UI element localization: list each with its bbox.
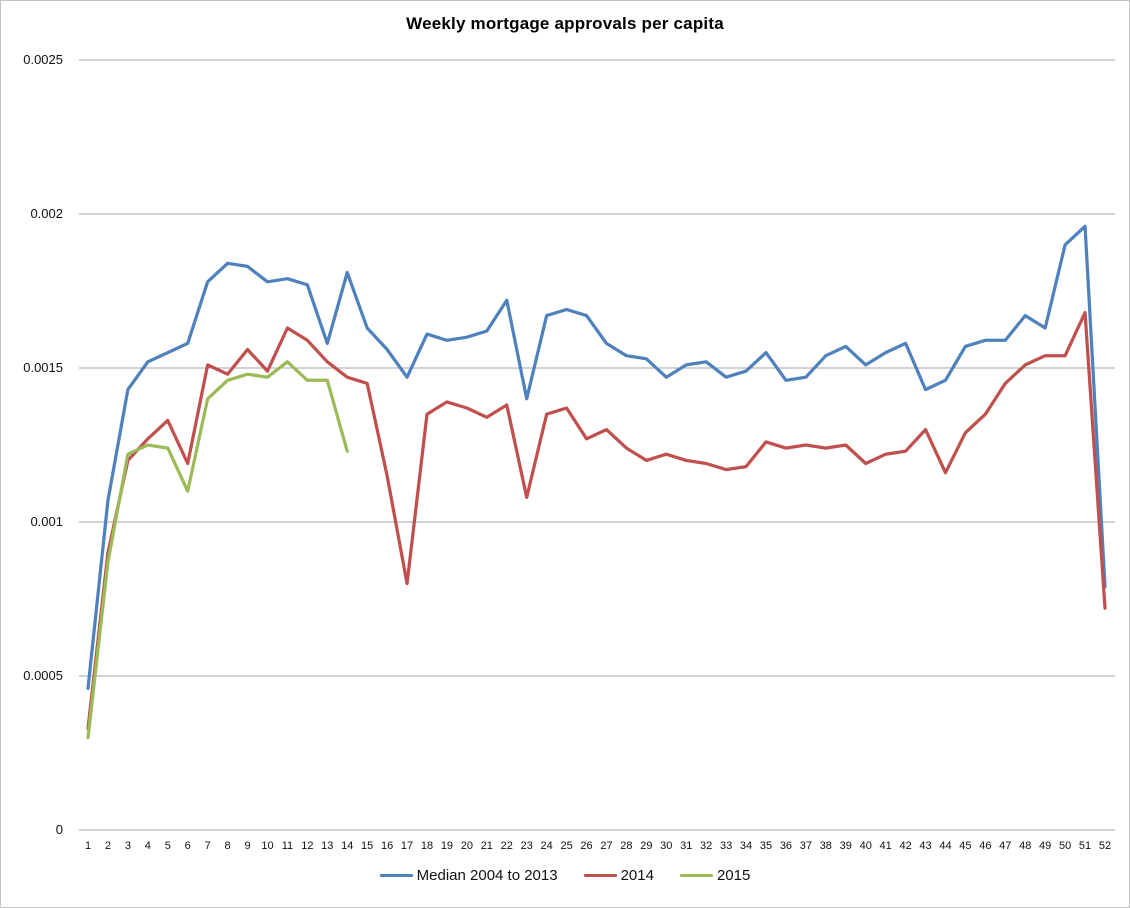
x-axis-label: 38: [819, 840, 832, 852]
x-axis-label: 47: [999, 840, 1012, 852]
y-axis-label: 0.0025: [23, 52, 63, 67]
series-line-median-2004-to-2013: [86, 224, 1107, 690]
x-axis-label: 48: [1019, 840, 1032, 852]
x-axis-label: 16: [380, 840, 394, 852]
x-axis-label: 5: [164, 840, 171, 852]
legend-label: Median 2004 to 2013: [416, 867, 558, 884]
x-axis-label: 35: [759, 840, 773, 852]
x-axis-label: 13: [321, 840, 334, 852]
x-axis-label: 41: [879, 840, 892, 852]
y-axis-label: 0.002: [30, 206, 63, 221]
x-axis-label: 22: [500, 840, 513, 852]
x-axis-label: 37: [799, 840, 812, 852]
x-axis-label: 40: [859, 840, 872, 852]
x-axis-label: 18: [420, 840, 434, 852]
legend-swatch: [583, 874, 617, 877]
x-axis-label: 34: [739, 840, 753, 852]
x-axis-label: 33: [719, 840, 733, 852]
legend-swatch: [679, 874, 713, 877]
x-axis-label: 32: [700, 840, 713, 852]
x-axis-label: 19: [440, 840, 454, 852]
x-axis-label: 24: [540, 840, 553, 852]
x-axis-label: 7: [204, 840, 211, 852]
x-axis-label: 2: [104, 840, 111, 852]
x-axis-label: 10: [261, 840, 274, 852]
chart-title: Weekly mortgage approvals per capita: [406, 14, 724, 33]
legend-swatch: [379, 874, 413, 877]
x-axis-label: 21: [480, 840, 493, 852]
x-axis-label: 15: [361, 840, 374, 852]
x-axis-label: 6: [184, 840, 191, 852]
x-axis-label: 8: [224, 840, 231, 852]
y-axis-label: 0.0005: [23, 668, 63, 683]
legend-item-2015: 2015: [679, 867, 751, 884]
x-axis-label: 9: [244, 840, 251, 852]
x-axis-label: 1: [84, 840, 92, 852]
x-axis-label: 12: [301, 840, 314, 852]
y-axis-label: 0: [55, 822, 63, 837]
legend-item-2014: 2014: [583, 867, 654, 884]
y-axis-label: 0.001: [30, 514, 63, 529]
x-axis-label: 43: [919, 840, 932, 852]
x-axis-label: 45: [959, 840, 972, 852]
x-axis-label: 42: [899, 840, 912, 852]
x-axis-label: 3: [124, 840, 131, 852]
x-axis-label: 23: [520, 840, 533, 852]
x-axis-label: 30: [660, 840, 673, 852]
x-axis-label: 11: [281, 840, 294, 852]
legend-label: 2014: [620, 867, 654, 884]
x-axis-label: 27: [600, 840, 613, 852]
series-line-2014: [86, 310, 1107, 731]
x-axis-label: 25: [560, 840, 573, 852]
x-axis-label: 44: [939, 840, 952, 852]
series-line-2015: [86, 360, 349, 740]
x-axis-label: 28: [620, 840, 633, 852]
x-axis-label: 52: [1098, 840, 1112, 852]
x-axis-label: 14: [341, 840, 354, 852]
x-axis-label: 17: [400, 840, 414, 852]
legend-label: 2015: [716, 867, 751, 884]
x-axis-label: 36: [779, 840, 793, 852]
x-axis-label: 4: [144, 840, 151, 852]
legend: Median 2004 to 2013 2014 2015: [1, 867, 1129, 884]
x-axis-label: 20: [460, 840, 473, 852]
x-axis-label: 26: [580, 840, 593, 852]
x-axis-label: 29: [640, 840, 653, 852]
x-axis-label: 50: [1058, 840, 1072, 852]
legend-item-median-2004-to-2013: Median 2004 to 2013: [379, 867, 558, 884]
x-axis-label: 46: [979, 840, 992, 852]
x-axis-label: 31: [680, 840, 693, 852]
x-axis-label: 49: [1039, 840, 1052, 852]
x-axis-label: 51: [1078, 840, 1092, 852]
x-axis-label: 39: [839, 840, 852, 852]
y-axis-label: 0.0015: [23, 360, 63, 375]
